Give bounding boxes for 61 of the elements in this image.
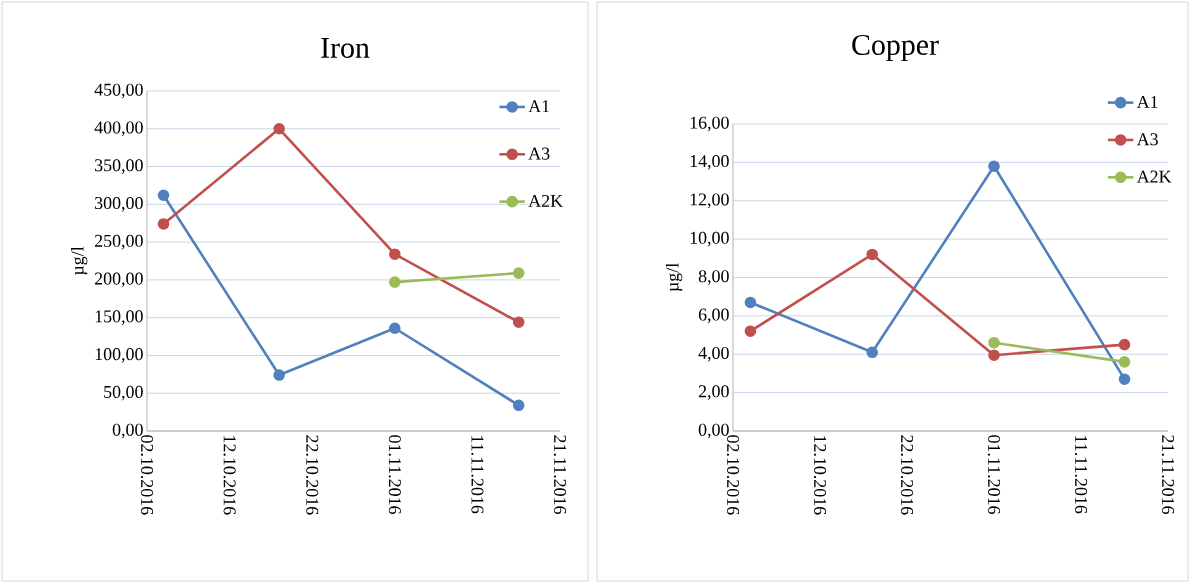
x-tick-label: 12.10.2016 xyxy=(813,436,827,515)
legend-label: A3 xyxy=(1136,133,1158,146)
x-tick-label: 12.10.2016 xyxy=(223,436,236,515)
y-tick-label: 100,00 xyxy=(95,348,143,363)
y-tick-label: 16,00 xyxy=(690,116,729,132)
point xyxy=(866,346,879,359)
y-tick-label: 0,00 xyxy=(112,423,143,439)
y-tick-label: 12,00 xyxy=(690,193,729,209)
x-tick-label: 01.11.2016 xyxy=(388,435,401,515)
y-tick-label: 14,00 xyxy=(690,155,729,170)
x-tick-label: 01.11.2016 xyxy=(987,435,1001,515)
point xyxy=(157,189,170,202)
y-tick-label: 10,00 xyxy=(690,231,729,247)
point xyxy=(389,276,401,288)
point xyxy=(744,325,757,338)
point xyxy=(988,336,1000,349)
legend-label: A1 xyxy=(528,100,550,113)
point xyxy=(866,248,879,261)
point xyxy=(512,399,525,412)
y-axis-title: µg/l xyxy=(665,263,683,292)
point xyxy=(389,322,401,335)
point xyxy=(512,316,525,328)
point xyxy=(1118,356,1131,368)
point xyxy=(1118,373,1131,385)
y-tick-label: 8,00 xyxy=(698,270,729,285)
y-tick-label: 2,00 xyxy=(698,385,729,400)
y-tick-label: 4,00 xyxy=(698,346,729,362)
y-tick-label: 450,00 xyxy=(94,83,143,99)
point xyxy=(273,122,285,135)
y-tick-label: 50,00 xyxy=(104,385,143,401)
y-tick-label: 0,00 xyxy=(698,423,729,439)
y-tick-label: 300,00 xyxy=(95,196,143,212)
x-tick-label: 21.11.2016 xyxy=(1161,435,1175,515)
x-tick-label: 11.11.2016 xyxy=(1074,436,1088,514)
y-tick-label: 150,00 xyxy=(95,310,143,325)
point xyxy=(1118,338,1131,351)
legend-label: A3 xyxy=(528,147,550,160)
y-axis-title: µg/l xyxy=(71,246,88,276)
x-tick-label: 02.10.2016 xyxy=(726,435,740,515)
y-tick-label: 6,00 xyxy=(698,308,729,324)
chart-title: Iron xyxy=(321,38,370,58)
point xyxy=(273,369,285,381)
point xyxy=(988,160,1000,172)
x-tick-label: 02.10.2016 xyxy=(140,435,154,515)
x-tick-label: 21.11.2016 xyxy=(553,435,567,515)
y-tick-label: 400,00 xyxy=(94,121,143,137)
legend-label: A1 xyxy=(1136,95,1158,108)
x-tick-label: 22.10.2016 xyxy=(900,435,914,515)
legend-label: A2K xyxy=(1136,170,1172,183)
point xyxy=(512,267,525,279)
y-tick-label: 250,00 xyxy=(94,234,143,250)
x-tick-label: 22.10.2016 xyxy=(306,435,319,515)
y-tick-label: 200,00 xyxy=(94,272,143,288)
x-tick-label: 11.11.2016 xyxy=(471,436,484,514)
point xyxy=(157,218,170,230)
point xyxy=(389,248,401,260)
point xyxy=(988,349,1000,361)
point xyxy=(744,296,757,309)
chart-title: Copper xyxy=(852,34,939,62)
legend-label: A2K xyxy=(528,194,563,207)
y-tick-label: 350,00 xyxy=(95,159,143,174)
